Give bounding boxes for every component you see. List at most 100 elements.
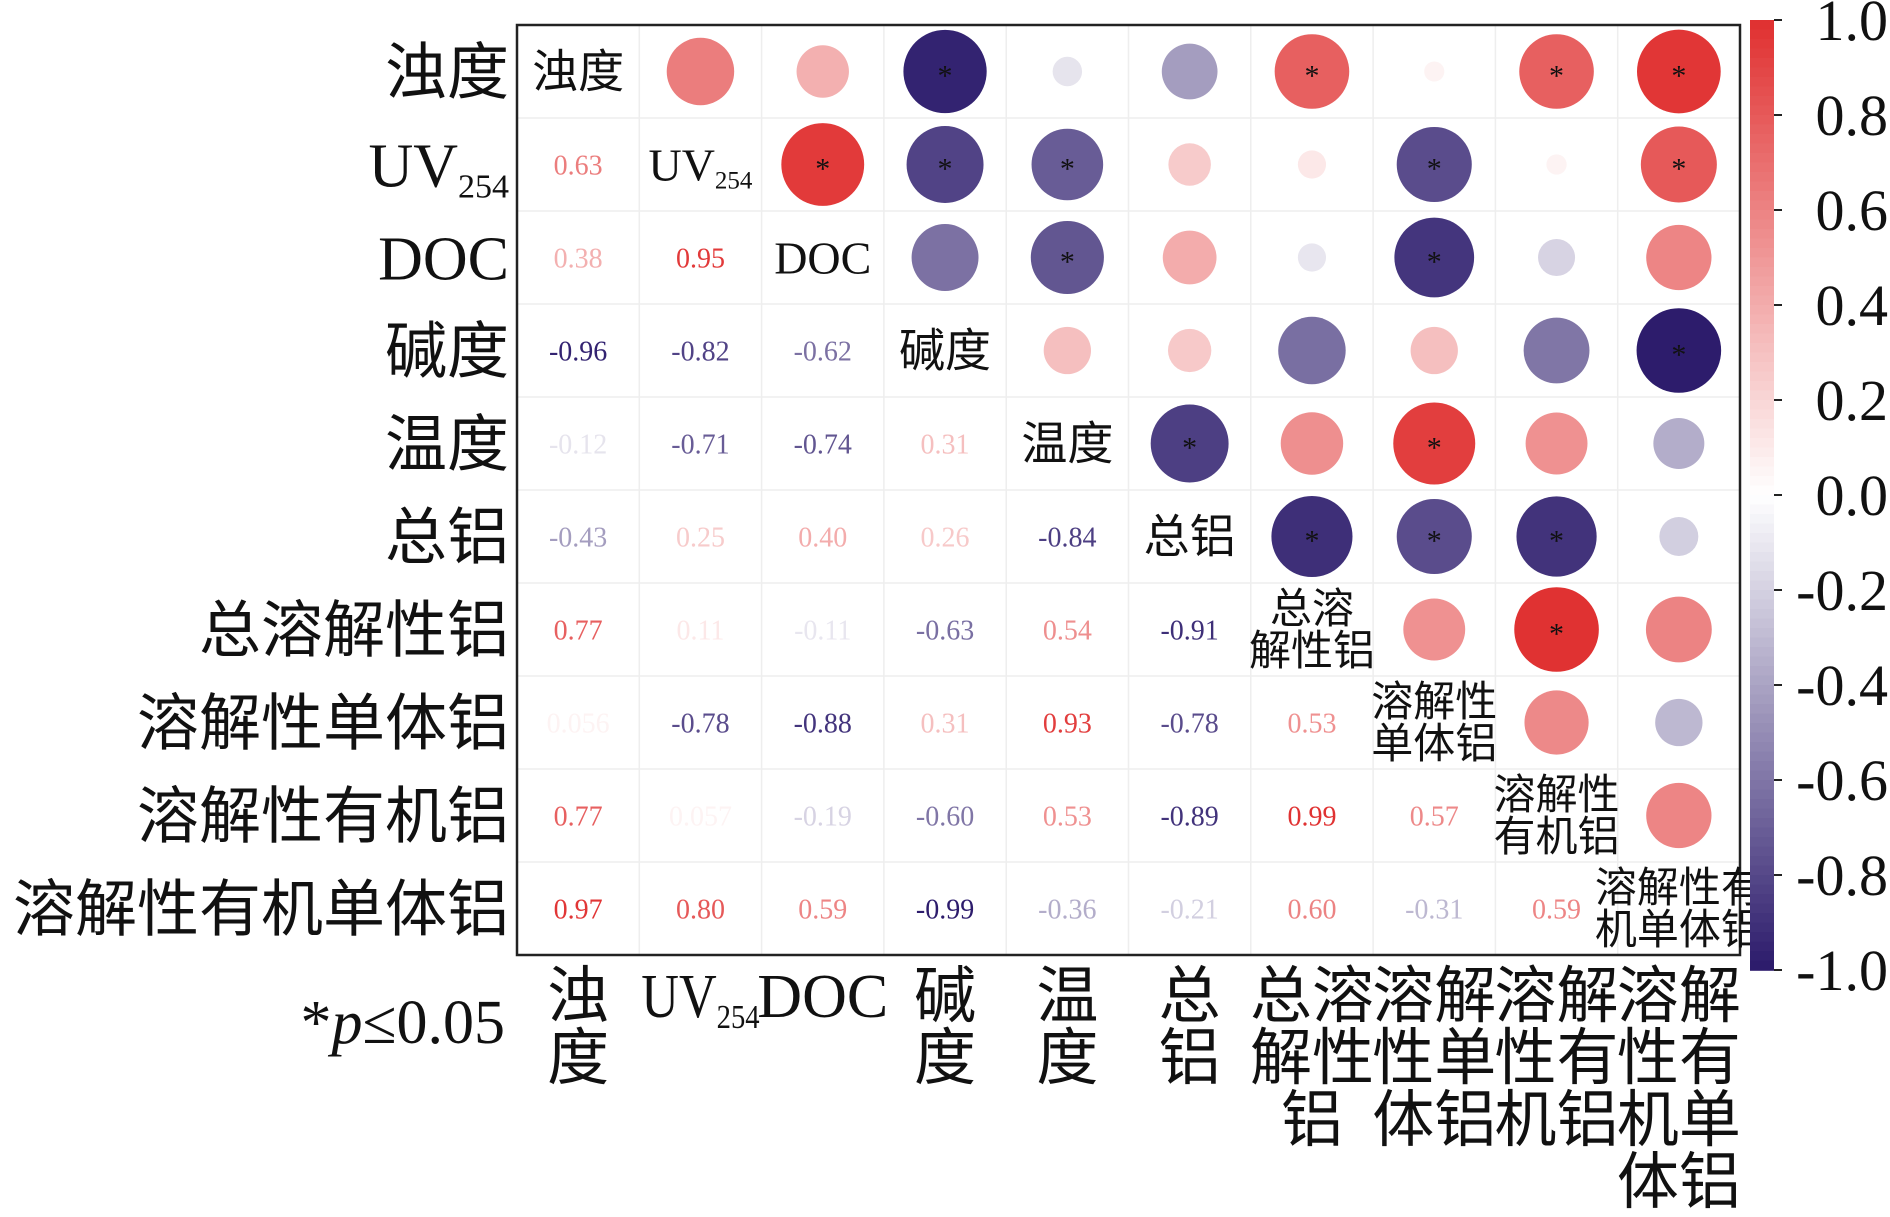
corr-circle: [1636, 29, 1721, 114]
diag-label: 总溶: [1270, 586, 1354, 633]
row-label: UV254: [368, 133, 509, 206]
corr-circle: [1410, 326, 1458, 375]
diag-label: 总铝: [1144, 512, 1236, 563]
corr-circle: [796, 45, 849, 98]
colorbar-segment: [1750, 495, 1774, 506]
colorbar-segment: [1750, 789, 1774, 800]
col-label: 铝: [1159, 1025, 1221, 1093]
colorbar-segment: [1750, 599, 1774, 610]
significance-star: *: [1549, 525, 1564, 558]
significance-star: *: [1427, 246, 1442, 279]
colorbar-segment: [1750, 457, 1774, 468]
colorbar-segment: [1750, 419, 1774, 430]
colorbar-segment: [1750, 865, 1774, 876]
colorbar-segment: [1750, 238, 1774, 249]
corr-value: -0.78: [1160, 709, 1218, 740]
corr-value: 0.25: [676, 523, 725, 554]
colorbar-segment: [1750, 960, 1774, 971]
corr-value: -0.62: [794, 337, 852, 368]
row-label: 总铝: [385, 505, 509, 573]
row-label: 溶解性单体铝: [137, 691, 509, 759]
colorbar-segment: [1750, 913, 1774, 924]
colorbar-tick-label: -1.0: [1796, 938, 1888, 1003]
corr-value: -0.43: [549, 523, 607, 554]
matrix-border: [515, 23, 1742, 957]
colorbar-segment: [1750, 96, 1774, 107]
colorbar-segment: [1750, 647, 1774, 658]
col-label: 性单: [1372, 1025, 1496, 1093]
colorbar-segment: [1750, 628, 1774, 639]
colorbar-segment: [1750, 115, 1774, 126]
colorbar-segment: [1750, 248, 1774, 259]
colorbar-segment: [1750, 609, 1774, 620]
corr-circle: [1636, 308, 1722, 393]
corr-value: 0.63: [554, 151, 603, 182]
corr-value: -0.19: [794, 802, 852, 833]
colorbar-segment: [1750, 542, 1774, 553]
corr-circle: [1645, 596, 1712, 663]
corr-value: 0.11: [676, 616, 724, 647]
corr-circle: [1655, 698, 1703, 747]
colorbar-segment: [1750, 932, 1774, 943]
colorbar-segment: [1750, 200, 1774, 211]
significance-star: *: [1671, 60, 1686, 93]
colorbar-segment: [1750, 951, 1774, 962]
colorbar-segment: [1750, 314, 1774, 325]
colorbar-segment: [1750, 856, 1774, 867]
corr-value: 0.40: [798, 523, 847, 554]
colorbar-segment: [1750, 580, 1774, 591]
corr-circle: [1546, 154, 1567, 175]
colorbar-segment: [1750, 229, 1774, 240]
diag-label: UV254: [648, 140, 752, 195]
corr-value: 0.53: [1043, 802, 1092, 833]
significance-star: *: [815, 153, 830, 186]
corr-circle: [1514, 587, 1599, 672]
corr-value: -0.96: [549, 337, 607, 368]
corr-value: -0.91: [1160, 616, 1218, 647]
row-label: 碱度: [385, 319, 509, 387]
corr-value: -0.88: [794, 709, 852, 740]
matrix-cells: 浊度 * * * * 0.63 UV254 * * * * * 0.38 0.95 DOC * * -0.96 -0…: [532, 29, 1763, 954]
colorbar-segment: [1750, 428, 1774, 439]
diag-label: DOC: [774, 233, 871, 284]
corr-value: -0.78: [671, 709, 729, 740]
colorbar-segment: [1750, 894, 1774, 905]
col-label: 体铝: [1372, 1087, 1496, 1155]
col-label: 铝: [1281, 1087, 1343, 1155]
colorbar-segment: [1750, 67, 1774, 78]
corr-value: 0.057: [669, 802, 732, 833]
significance-star: *: [1060, 153, 1075, 186]
colorbar: 1.0 0.8 0.6 0.4 0.2 0.0 -0.2 -0.4 -0.6 -0.8 -1.0: [1750, 0, 1888, 1003]
col-label: 机单: [1617, 1087, 1741, 1155]
diag-label: 有机铝: [1494, 815, 1620, 861]
corr-circle: [1653, 418, 1705, 469]
colorbar-segment: [1750, 438, 1774, 449]
colorbar-segment: [1750, 571, 1774, 582]
colorbar-segment: [1750, 143, 1774, 154]
col-label: 解性: [1250, 1025, 1374, 1093]
col-label: 溶解: [1617, 963, 1741, 1031]
corr-value: 0.93: [1043, 709, 1092, 740]
colorbar-segment: [1750, 590, 1774, 601]
colorbar-segment: [1750, 210, 1774, 221]
colorbar-segment: [1750, 723, 1774, 734]
corr-value: -0.60: [916, 802, 974, 833]
col-label: 总: [1159, 963, 1221, 1031]
col-label: 度: [914, 1025, 976, 1093]
diag-label: 浊度: [532, 47, 624, 98]
corr-value: 0.54: [1043, 616, 1092, 647]
corr-circle: [1043, 326, 1092, 375]
corr-circle: [1519, 34, 1594, 109]
corr-value: -0.11: [794, 616, 851, 647]
col-label: 溶解: [1372, 963, 1496, 1031]
significance-star: *: [1549, 618, 1564, 651]
row-label: DOC: [378, 226, 509, 294]
colorbar-segment: [1750, 124, 1774, 135]
corr-circle: [1538, 238, 1576, 277]
corr-value: -0.74: [794, 430, 852, 461]
colorbar-segment: [1750, 362, 1774, 373]
corr-circle: [1274, 34, 1350, 109]
colorbar-segment: [1750, 305, 1774, 316]
corr-value: 0.53: [1287, 709, 1336, 740]
